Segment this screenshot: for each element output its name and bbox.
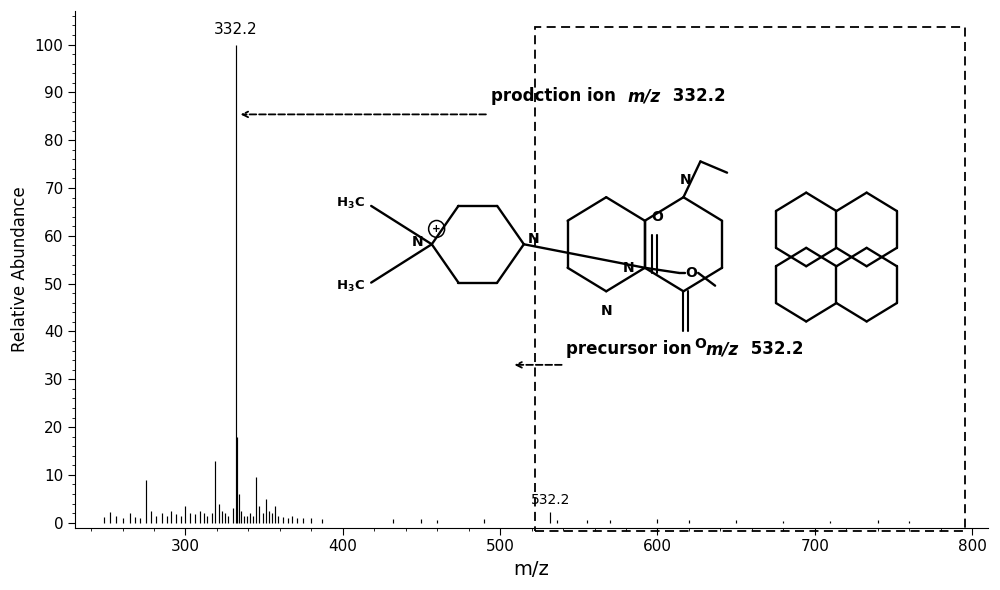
Text: N: N — [600, 304, 612, 318]
Text: 332.2: 332.2 — [667, 87, 725, 106]
Text: 532.2: 532.2 — [531, 493, 570, 507]
X-axis label: m/z: m/z — [514, 560, 550, 579]
Text: O: O — [685, 266, 697, 280]
Text: $\mathbf{H_3C}$: $\mathbf{H_3C}$ — [336, 196, 365, 211]
Text: $\mathbf{H_3C}$: $\mathbf{H_3C}$ — [336, 278, 365, 294]
Text: m/z: m/z — [627, 87, 661, 106]
Text: O: O — [694, 337, 706, 351]
Text: +: + — [432, 224, 441, 234]
Text: N: N — [623, 261, 634, 275]
Text: N: N — [680, 173, 692, 187]
Text: N: N — [528, 232, 539, 246]
Text: prodction ion: prodction ion — [491, 87, 621, 106]
Y-axis label: Relative Abundance: Relative Abundance — [11, 186, 29, 352]
Text: 332.2: 332.2 — [214, 22, 258, 37]
Text: O: O — [651, 210, 663, 224]
Text: N: N — [411, 235, 423, 249]
Text: m/z: m/z — [706, 340, 739, 358]
Text: precursor ion: precursor ion — [566, 340, 698, 358]
Text: 532.2: 532.2 — [745, 340, 804, 358]
